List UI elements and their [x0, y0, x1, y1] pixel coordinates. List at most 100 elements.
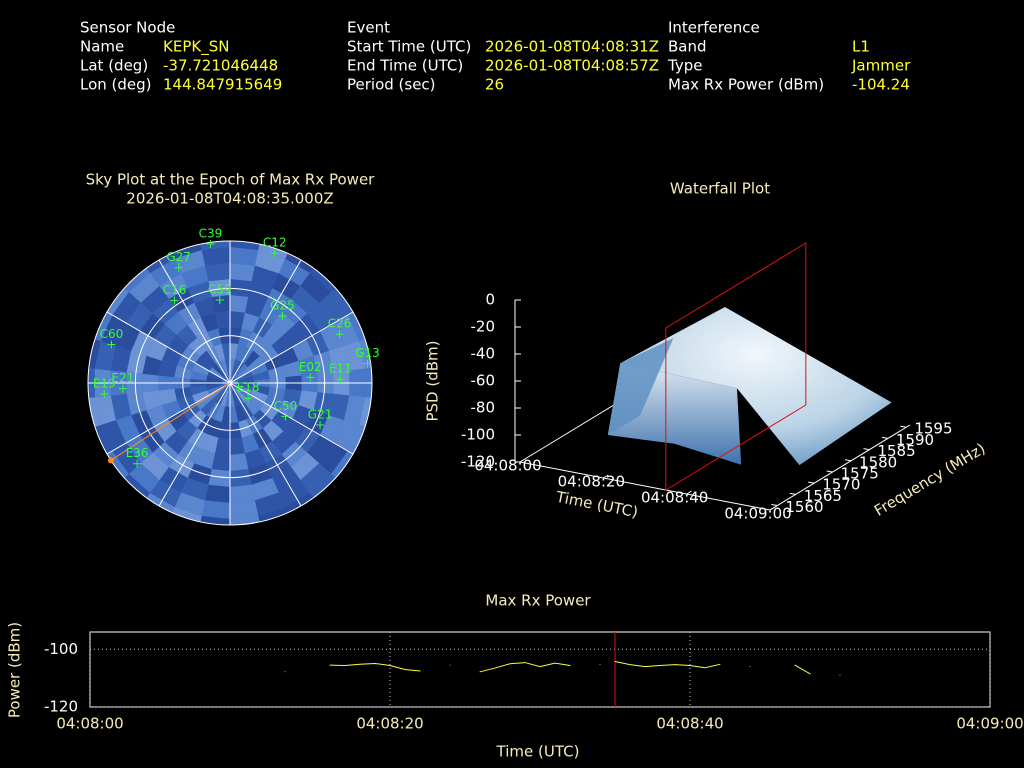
satellite-label: E21 — [111, 371, 134, 385]
header-heading: Interference — [668, 19, 760, 37]
sky-cell — [230, 453, 249, 471]
sky-cell — [230, 437, 245, 455]
sky-cell — [139, 427, 165, 453]
sky-cell — [153, 324, 177, 347]
sky-cell — [295, 427, 321, 453]
sky-cell — [212, 388, 226, 403]
sky-cell — [201, 500, 230, 519]
sky-cell — [281, 298, 308, 325]
sky-cell — [283, 419, 307, 442]
sky-cell — [195, 395, 213, 410]
sky-cell — [152, 441, 179, 468]
satellite-marker — [118, 384, 127, 393]
y-tick-label: 1570 — [822, 476, 860, 494]
satellite-label: G25 — [270, 298, 295, 312]
sky-cell — [278, 400, 299, 419]
sky-cell — [264, 355, 284, 371]
sky-cell — [131, 331, 154, 356]
sky-cell — [230, 247, 259, 266]
header-value: 144.847915649 — [163, 76, 282, 94]
sky-cell — [191, 363, 210, 376]
sky-cell — [328, 393, 350, 421]
sky-cell — [94, 395, 116, 426]
sky-cell — [220, 359, 229, 376]
chart-subtitle: 2026-01-08T04:08:35.000Z — [126, 190, 333, 208]
x-tick — [603, 474, 609, 479]
sky-cell — [215, 437, 230, 455]
sky-cell — [230, 279, 252, 297]
header-label: Name — [80, 38, 124, 56]
satellite-label: E11 — [329, 362, 352, 376]
sky-cell — [234, 343, 247, 362]
sky-cell — [188, 337, 207, 357]
sky-cell — [272, 431, 296, 455]
satellite-label: E18 — [237, 381, 260, 395]
sky-cell — [300, 463, 332, 494]
y-tick — [863, 448, 870, 451]
sky-cell — [94, 340, 116, 371]
y-tick-label: 1585 — [877, 442, 915, 460]
header-heading: Event — [347, 19, 390, 37]
sky-cell — [259, 403, 279, 421]
sky-cell — [234, 404, 247, 423]
sky-cell — [221, 343, 230, 360]
sky-cell — [100, 315, 127, 346]
sky-cell — [237, 375, 254, 383]
surface-side — [607, 338, 674, 436]
sky-cell — [230, 327, 242, 344]
z-tick-label: -60 — [471, 372, 496, 390]
satellite-marker — [335, 330, 344, 339]
sky-cell — [194, 448, 216, 470]
y-tick-label: -120 — [44, 698, 78, 716]
sky-cell — [211, 453, 230, 471]
sky-spoke — [229, 382, 354, 455]
x-tick — [519, 458, 526, 463]
sky-cell — [254, 249, 286, 274]
sky-cell — [198, 516, 230, 525]
sky-cell — [248, 463, 273, 485]
satellite-marker — [133, 459, 142, 468]
sky-cell — [306, 410, 329, 435]
y-tick-label: 1560 — [785, 498, 823, 516]
sky-cell — [283, 360, 302, 378]
sky-cell — [262, 420, 284, 442]
satellite-label: C39 — [199, 226, 223, 240]
sky-cell — [291, 452, 320, 481]
satellite-label: E19 — [93, 377, 116, 391]
sky-cell — [207, 385, 224, 395]
header-label: Start Time (UTC) — [347, 38, 471, 56]
y-tick — [771, 504, 778, 507]
chart-title: Sky Plot at the Epoch of Max Rx Power — [86, 171, 376, 189]
sky-cell — [244, 296, 266, 318]
satellite-label: C60 — [100, 327, 124, 341]
chart-title: Max Rx Power — [485, 592, 591, 610]
z-axis-label: PSD (dBm) — [424, 340, 442, 421]
satellite-marker — [336, 375, 345, 384]
sky-cell — [237, 383, 254, 391]
z-tick-label: -100 — [461, 426, 495, 444]
y-tick — [881, 436, 888, 439]
sky-cell — [205, 263, 230, 282]
sky-cell — [253, 409, 272, 429]
header-heading: Sensor Node — [80, 19, 175, 37]
chart-title: Waterfall Plot — [670, 180, 770, 198]
sky-cell — [200, 399, 216, 416]
satellite-marker — [244, 394, 253, 403]
x-tick-label: 04:09:00 — [956, 715, 1023, 733]
sky-cell — [207, 371, 224, 381]
sky-cell — [252, 370, 270, 381]
sky-cell — [110, 345, 132, 373]
sky-cell — [205, 484, 230, 503]
sky-cell — [142, 355, 162, 376]
y-tick — [789, 492, 796, 495]
sky-cell — [248, 281, 273, 303]
sky-cell — [209, 387, 225, 400]
sky-cell — [100, 420, 127, 451]
header-value: L1 — [852, 38, 870, 56]
frequency-axis — [769, 424, 911, 511]
sky-cell — [158, 360, 177, 378]
sky-cell — [128, 463, 160, 494]
sky-cell — [230, 484, 255, 503]
sky-cell — [251, 265, 279, 288]
sky-cell — [187, 281, 212, 303]
